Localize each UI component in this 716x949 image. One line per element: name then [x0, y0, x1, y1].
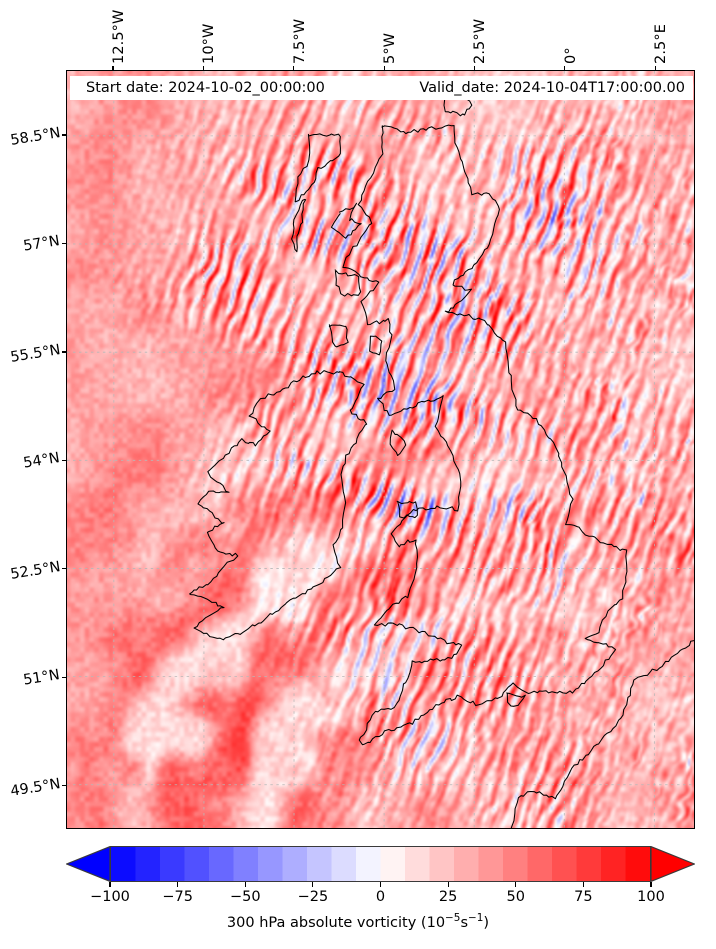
lat-tick-label: 54°N — [22, 450, 62, 472]
annotation-textbox: Start date: 2024-10-02_00:00:00 Valid_da… — [70, 76, 693, 100]
colorbar-tick-mark — [244, 882, 246, 887]
colorbar-tick-label: 0 — [375, 889, 386, 905]
lat-tick-label: 52.5°N — [8, 558, 62, 583]
colorbar-tick-mark — [447, 882, 449, 887]
lat-tick-label: 51°N — [22, 667, 62, 689]
colorbar-tick-mark — [582, 882, 584, 887]
lat-tick-mark — [62, 785, 66, 787]
colorbar-label-text: 300 hPa absolute vorticity (10 — [226, 914, 446, 931]
lat-tick-mark — [62, 568, 66, 570]
colorbar-tick-label: −50 — [229, 889, 261, 905]
colorbar-tick-mark — [515, 882, 517, 887]
lon-tick-mark — [202, 66, 204, 70]
colorbar-gradient — [110, 846, 651, 882]
colorbar-tick-label: 75 — [574, 889, 593, 905]
colorbar-tick-label: −100 — [90, 889, 130, 905]
coastline-overlay — [189, 92, 694, 828]
colorbar-label-exp-1: −5 — [445, 912, 461, 924]
colorbar-label-mid: s — [460, 914, 468, 931]
lat-tick-label: 57°N — [22, 233, 62, 256]
valid-date-text: Valid_date: 2024-10-04T17:00:00.00 — [419, 80, 685, 96]
lon-tick-mark — [112, 66, 114, 70]
lon-tick-mark — [293, 66, 295, 70]
vorticity-field — [67, 71, 694, 828]
colorbar-tick-mark — [177, 882, 179, 887]
lat-tick-label: 58.5°N — [8, 125, 62, 149]
lat-tick-mark — [62, 351, 66, 353]
map-plot-area[interactable]: Start date: 2024-10-02_00:00:00 Valid_da… — [66, 70, 695, 829]
lat-tick-mark — [62, 676, 66, 678]
colorbar-label-end: ) — [483, 914, 490, 931]
colorbar-tick-mark — [379, 882, 382, 887]
colorbar-tick-mark — [650, 882, 652, 887]
colorbar-extend-low-arrow — [66, 846, 110, 882]
colorbar-axis-label: 300 hPa absolute vorticity (10−5s−1) — [0, 912, 716, 931]
colorbar-extend-high-arrow — [651, 846, 695, 882]
colorbar[interactable]: −100 −75 −50 −25 0 25 50 75 100 — [66, 846, 695, 905]
colorbar-ticks: −100 −75 −50 −25 0 25 50 75 100 — [66, 882, 695, 905]
colorbar-tick-mark — [109, 882, 111, 887]
lat-tick-label: 49.5°N — [8, 775, 62, 800]
lat-tick-mark — [62, 459, 66, 461]
colorbar-tick-mark — [312, 882, 314, 887]
colorbar-tick-label: 50 — [506, 889, 525, 905]
lon-tick-mark — [564, 66, 566, 70]
graticule-gridlines — [67, 71, 694, 828]
lon-tick-mark — [654, 66, 656, 70]
lat-tick-label: 55.5°N — [8, 342, 62, 366]
colorbar-tick-label: −25 — [297, 889, 329, 905]
colorbar-tick-label: −75 — [162, 889, 193, 905]
lat-tick-mark — [62, 242, 66, 245]
lon-tick-mark — [473, 66, 476, 70]
start-date-text: Start date: 2024-10-02_00:00:00 — [86, 80, 325, 96]
colorbar-label-exp-2: −1 — [468, 912, 484, 924]
lat-tick-mark — [62, 134, 66, 136]
colorbar-tick-label: 25 — [438, 889, 458, 905]
colorbar-tick-label: 100 — [637, 889, 665, 905]
lon-tick-mark — [383, 66, 385, 70]
